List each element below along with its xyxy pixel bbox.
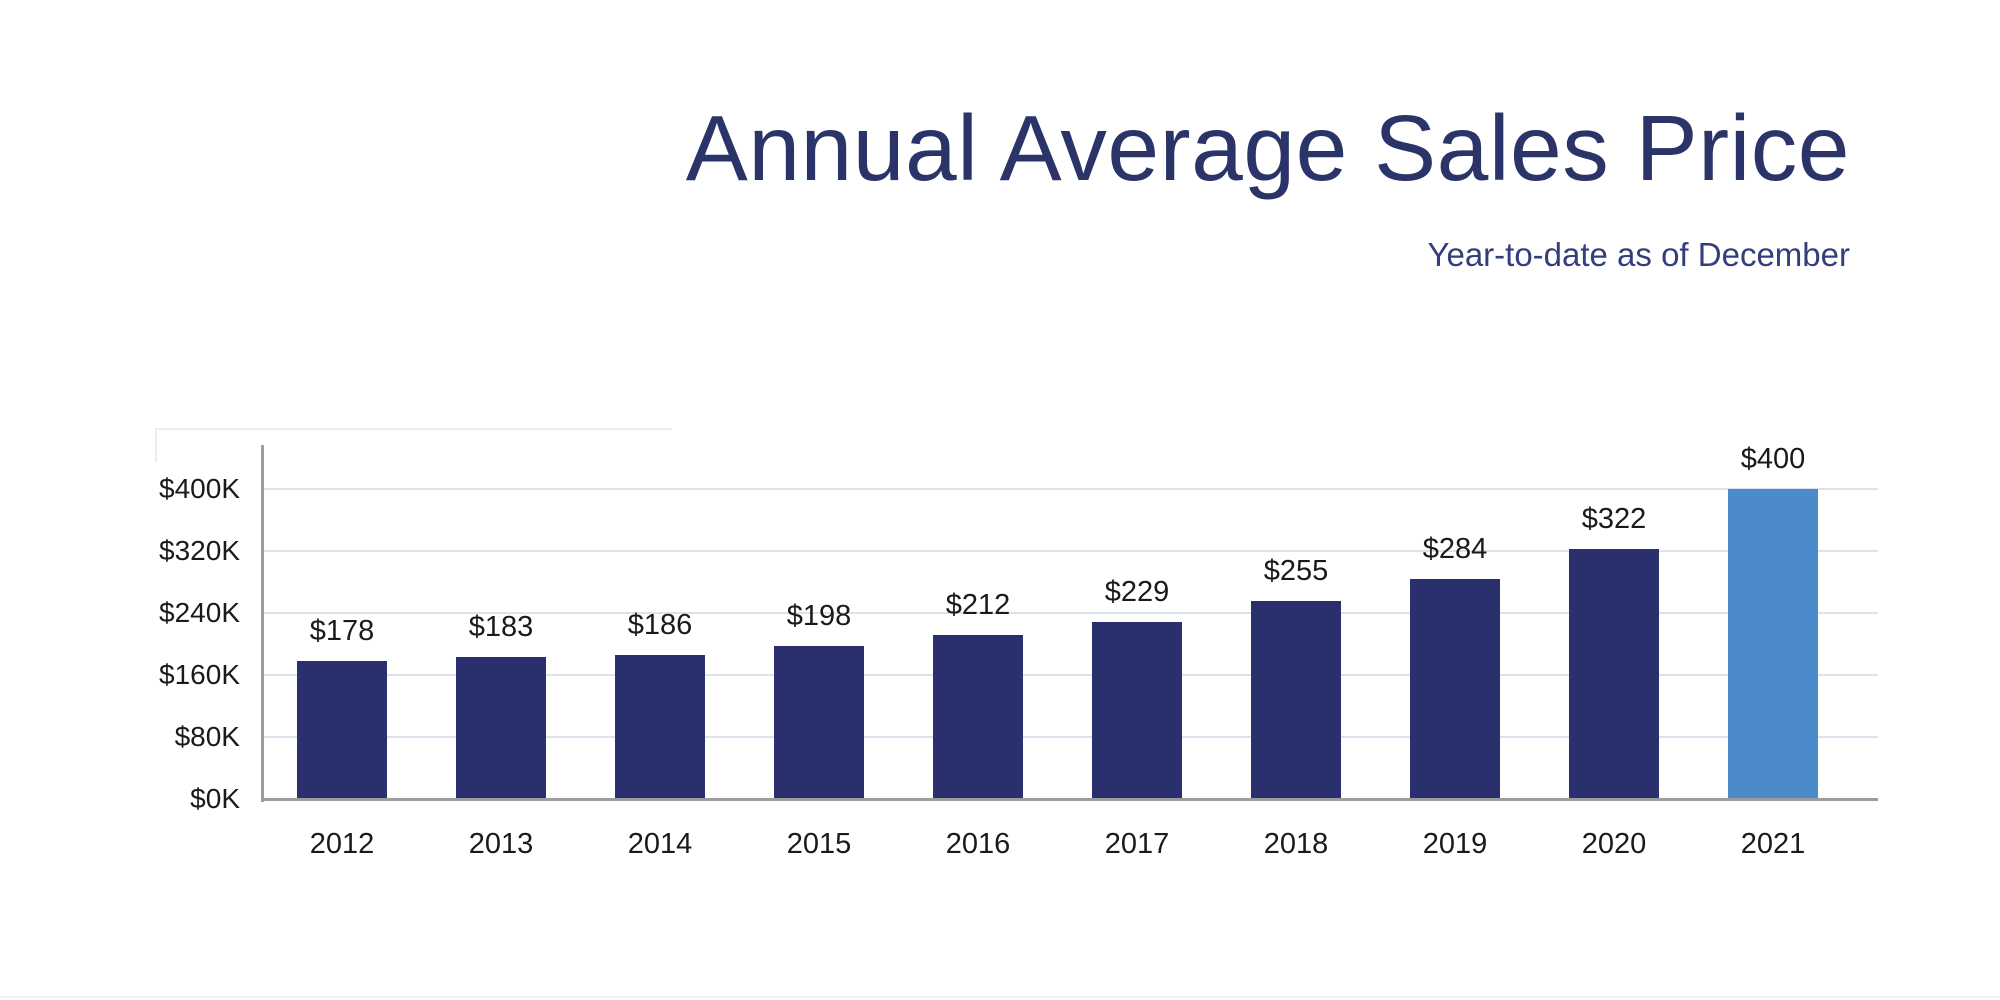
gridline-$400K bbox=[263, 488, 1878, 490]
bar-value-label-2017: $229 bbox=[1104, 575, 1170, 608]
y-tick-label: $0K bbox=[190, 783, 240, 814]
y-tick-label: $160K bbox=[159, 659, 240, 690]
x-tick-label-2013: 2013 bbox=[468, 828, 534, 860]
bar-value-label-2018: $255 bbox=[1263, 555, 1329, 588]
bar-value-label-2021: $400 bbox=[1740, 443, 1806, 475]
bar-2018 bbox=[1251, 601, 1341, 801]
chart-subtitle: Year-to-date as of December bbox=[1427, 236, 1850, 273]
plot-border-artifact bbox=[155, 428, 157, 462]
x-tick-label-2019: 2019 bbox=[1422, 828, 1488, 860]
bar-value-label-2016: $212 bbox=[945, 588, 1011, 621]
y-tick-label: $400K bbox=[159, 473, 240, 504]
x-tick-label-2016: 2016 bbox=[945, 828, 1011, 860]
x-axis-line bbox=[261, 798, 1878, 801]
bar-value-label-2020: $322 bbox=[1581, 503, 1647, 536]
bar-2019 bbox=[1410, 578, 1500, 801]
x-tick-label-2018: 2018 bbox=[1263, 828, 1329, 860]
x-tick-label-2021: 2021 bbox=[1740, 828, 1806, 860]
bar-value-label-2012: $178 bbox=[309, 615, 375, 648]
bar-value-label-2013: $183 bbox=[468, 611, 534, 644]
gridline-$320K bbox=[263, 550, 1878, 552]
bar-2021 bbox=[1728, 489, 1818, 801]
x-tick-label-2017: 2017 bbox=[1104, 828, 1170, 860]
gridline-$80K bbox=[263, 736, 1878, 738]
plot-border-artifact bbox=[155, 428, 672, 430]
x-tick-label-2015: 2015 bbox=[786, 828, 852, 860]
bar-2013 bbox=[456, 657, 546, 801]
bar-2014 bbox=[615, 654, 705, 801]
bar-value-label-2019: $284 bbox=[1422, 532, 1488, 565]
bar-value-label-2014: $186 bbox=[627, 608, 693, 641]
gridline-$240K bbox=[263, 612, 1878, 614]
x-tick-label-2014: 2014 bbox=[627, 828, 693, 860]
gridline-$160K bbox=[263, 674, 1878, 676]
y-tick-label: $80K bbox=[174, 721, 240, 752]
bar-value-label-2015: $198 bbox=[786, 599, 852, 632]
x-tick-label-2012: 2012 bbox=[309, 828, 375, 860]
y-axis-line bbox=[261, 445, 264, 802]
bar-2012 bbox=[297, 661, 387, 801]
y-tick-label: $240K bbox=[159, 597, 240, 628]
page-bottom-divider bbox=[0, 996, 2000, 998]
chart-title: Annual Average Sales Price bbox=[685, 96, 1850, 200]
bar-2020 bbox=[1569, 549, 1659, 801]
bar-2016 bbox=[933, 634, 1023, 801]
y-tick-label: $320K bbox=[159, 535, 240, 566]
x-tick-label-2020: 2020 bbox=[1581, 828, 1647, 860]
bar-2015 bbox=[774, 645, 864, 801]
bar-2017 bbox=[1092, 621, 1182, 801]
